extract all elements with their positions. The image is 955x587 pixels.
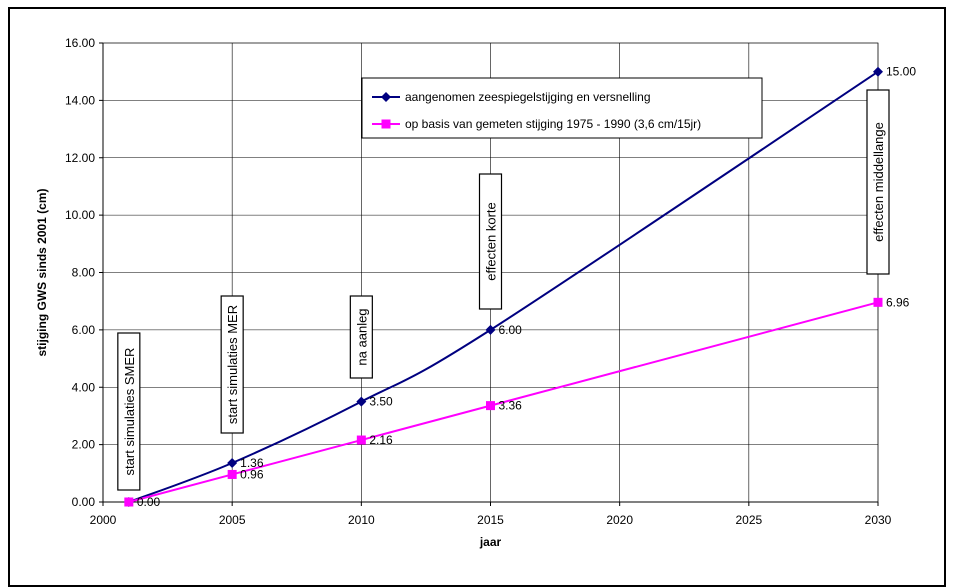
line-chart: 0.00 2.00 4.00 6.00 8.00 10.00 12.00 14.00 16.00… [35, 36, 917, 549]
data-label: 6.96 [886, 295, 910, 309]
annotation: na aanleg [349, 295, 373, 379]
y-tick-label: 2.00 [72, 438, 96, 452]
x-axis-ticks: 2000 2005 2010 2015 2020 2025 2030 [90, 502, 892, 527]
y-tick-label: 10.00 [65, 208, 95, 222]
y-tick-label: 4.00 [72, 380, 96, 394]
y-tick-label: 12.00 [65, 151, 95, 165]
data-label: 0.96 [240, 467, 264, 481]
y-tick-label: 0.00 [72, 495, 96, 509]
x-axis-title: jaar [479, 535, 502, 549]
legend-entry: aangenomen zeespiegelstijging en versnel… [372, 90, 651, 104]
legend: aangenomen zeespiegelstijging en versnel… [361, 77, 763, 139]
data-point [486, 401, 495, 411]
data-point [227, 457, 238, 468]
annotation-text: effecten korte [484, 202, 499, 281]
data-point [485, 324, 496, 335]
data-labels: 0.00 1.36 3.50 6.00 15.00 0.96 2.16 3.36 6.96 [137, 65, 917, 509]
annotation-text: na aanleg [354, 308, 369, 365]
x-tick-label: 2015 [477, 513, 504, 527]
y-tick-label: 16.00 [65, 36, 95, 50]
x-tick-label: 2030 [865, 513, 892, 527]
data-label: 3.36 [499, 399, 523, 413]
legend-label: op basis van gemeten stijging 1975 - 199… [405, 117, 701, 131]
annotation-text: start simulaties MER [225, 305, 240, 424]
annotation: effecten middellange [866, 89, 890, 275]
series-line [128, 70, 879, 503]
annotation: start simulaties SMER [117, 332, 141, 491]
x-tick-label: 2000 [90, 513, 117, 527]
y-axis-title: stijging GWS sinds 2001 (cm) [35, 188, 49, 356]
annotation-box [866, 89, 890, 275]
legend-label: aangenomen zeespiegelstijging en versnel… [405, 90, 651, 104]
data-label: 3.50 [369, 395, 393, 409]
y-tick-label: 8.00 [72, 266, 96, 280]
series-layer [123, 66, 883, 507]
data-label: 1.36 [240, 456, 264, 470]
annotations: start simulaties SMER start simulaties ME… [117, 89, 890, 491]
y-tick-label: 14.00 [65, 93, 95, 107]
annotation-text: start simulaties SMER [122, 348, 137, 476]
x-tick-label: 2025 [735, 513, 762, 527]
data-label: 6.00 [499, 323, 523, 337]
data-label: 15.00 [886, 65, 916, 79]
legend-marker [381, 119, 391, 129]
annotation-box [220, 295, 244, 434]
y-axis-ticks: 0.00 2.00 4.00 6.00 8.00 10.00 12.00 14.00 16.00 [65, 36, 103, 509]
data-point [873, 66, 883, 77]
data-point [124, 497, 134, 507]
series-2 [124, 297, 883, 507]
data-point [356, 396, 367, 407]
x-tick-label: 2010 [348, 513, 375, 527]
annotation-box [478, 173, 503, 310]
annotation: effecten korte [478, 173, 503, 310]
annotation-text: effecten middellange [871, 122, 886, 242]
y-tick-label: 6.00 [72, 323, 96, 337]
annotation-box [117, 332, 141, 491]
data-point [873, 297, 883, 307]
annotation-box [349, 295, 373, 379]
data-point [227, 469, 237, 479]
legend-box [361, 77, 763, 139]
legend-entry: op basis van gemeten stijging 1975 - 199… [372, 117, 701, 131]
legend-marker [381, 92, 391, 102]
data-label: 2.16 [369, 433, 393, 447]
x-tick-label: 2020 [606, 513, 633, 527]
annotation: start simulaties MER [220, 295, 244, 434]
x-tick-label: 2005 [219, 513, 246, 527]
data-label: 0.00 [137, 495, 161, 509]
data-point [356, 435, 366, 445]
